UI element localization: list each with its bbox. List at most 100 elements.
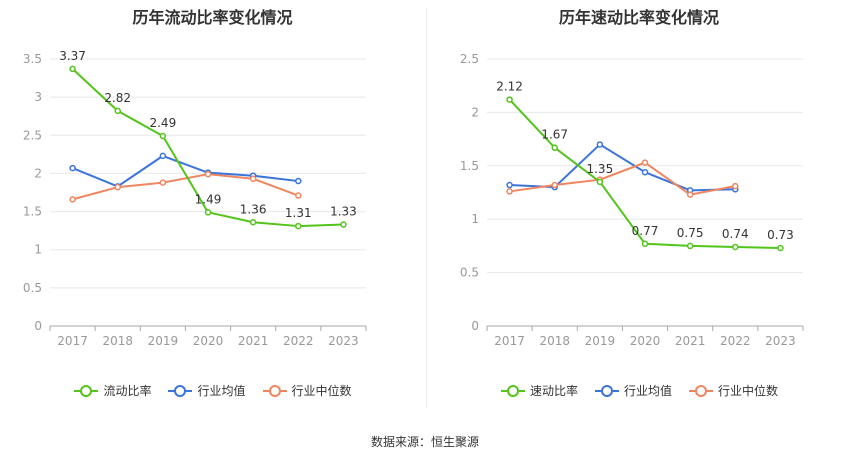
- data-label: 1.49: [195, 192, 222, 206]
- legend-marker-dot: [80, 384, 93, 397]
- quick-ratio-chart: 历年速动比率变化情况 0 0.5 1 1.5 2 2.5 2017 2018 2019 2020 2…: [428, 0, 850, 410]
- x-tick-label: 2021: [675, 334, 706, 348]
- y-tick-label: 1: [471, 212, 479, 226]
- data-point: [295, 192, 302, 199]
- data-point: [69, 196, 76, 203]
- legend-marker-dot: [695, 384, 707, 397]
- data-point: [159, 179, 167, 186]
- x-tick-label: 2023: [328, 334, 359, 348]
- data-label: 3.37: [59, 49, 86, 63]
- legend-item[interactable]: 行业均值: [594, 382, 672, 399]
- data-point: [159, 152, 167, 160]
- data-point: [295, 222, 302, 230]
- x-tick-label: 2023: [765, 334, 796, 348]
- data-point: [686, 242, 694, 250]
- data-point: [641, 240, 649, 248]
- y-tick-label: 3: [34, 90, 42, 104]
- data-point: [732, 243, 739, 251]
- data-label: 0.75: [677, 226, 704, 240]
- panel-divider: [426, 8, 427, 408]
- x-tick-label: 2017: [57, 334, 88, 348]
- series-line: [72, 173, 299, 201]
- x-tick-label: 2018: [102, 334, 133, 348]
- data-point: [596, 178, 604, 186]
- legend-label: 流动比率: [103, 384, 152, 398]
- data-point: [295, 177, 302, 185]
- legend-item[interactable]: 速动比率: [500, 382, 578, 399]
- y-tick-label: 0.5: [23, 281, 42, 295]
- data-label: 2.12: [496, 80, 523, 94]
- data-point: [777, 244, 784, 252]
- data-point: [249, 175, 257, 183]
- legend-label: 行业均值: [197, 384, 246, 398]
- legend-label: 行业均值: [623, 384, 672, 398]
- y-tick-label: 2.5: [460, 52, 479, 66]
- legend-marker-icon: [168, 384, 193, 397]
- data-point: [641, 159, 649, 166]
- y-tick-label: 0: [34, 319, 42, 333]
- legend-label: 行业中位数: [718, 384, 779, 398]
- data-point: [159, 132, 167, 140]
- data-label: 1.36: [240, 202, 267, 216]
- series-line: [509, 143, 736, 192]
- data-label: 2.49: [149, 116, 176, 130]
- data-point: [506, 96, 513, 103]
- data-point: [686, 191, 694, 198]
- data-point: [596, 141, 604, 148]
- x-tick-label: 2019: [148, 334, 179, 348]
- data-label: 1.31: [285, 206, 312, 220]
- series-line: [509, 161, 736, 196]
- current-ratio-chart: 历年流动比率变化情况 0 0.5 1 1.5 2 2.5 3 3.5 2017 2018 2019 2…: [0, 0, 425, 410]
- quick-ratio-plot: 0 0.5 1 1.5 2 2.5 2017 2018 2019 2020 2021 2022 2023…: [460, 52, 804, 348]
- x-tick-label: 2018: [539, 334, 570, 348]
- data-point: [69, 65, 76, 73]
- legend-label: 行业中位数: [291, 384, 352, 398]
- legend-marker-icon: [262, 384, 287, 397]
- data-point: [204, 170, 212, 178]
- x-tick-label: 2020: [193, 334, 224, 348]
- data-label: 1.33: [330, 205, 357, 219]
- data-point: [551, 181, 558, 189]
- data-source-note: 数据来源：恒生聚源: [370, 435, 479, 449]
- data-label: 2.82: [104, 91, 131, 105]
- chart-title: 历年速动比率变化情况: [558, 8, 719, 27]
- x-tick-label: 2020: [630, 334, 661, 348]
- legend-label: 速动比率: [529, 384, 578, 398]
- data-point: [69, 164, 76, 172]
- data-point: [204, 209, 212, 216]
- legend-item[interactable]: 流动比率: [73, 382, 151, 399]
- x-tick-label: 2022: [283, 334, 314, 348]
- chart-legend: 速动比率 行业均值 行业中位数: [428, 382, 850, 399]
- legend-marker-dot: [268, 384, 281, 397]
- legend-marker-dot: [600, 384, 613, 397]
- data-label: 1.67: [541, 128, 568, 142]
- data-label: 0.73: [767, 228, 794, 242]
- legend-marker-icon: [594, 384, 619, 397]
- x-tick-label: 2017: [494, 334, 525, 348]
- legend-item[interactable]: 行业均值: [167, 382, 246, 399]
- data-label: 1.35: [586, 162, 613, 176]
- y-tick-label: 1.5: [460, 159, 479, 173]
- legend-marker-dot: [174, 384, 187, 397]
- y-tick-label: 1.5: [23, 205, 42, 219]
- x-tick-label: 2022: [720, 334, 751, 348]
- legend-item[interactable]: 行业中位数: [688, 382, 778, 399]
- data-point: [506, 181, 513, 189]
- current-ratio-plot: 0 0.5 1 1.5 2 2.5 3 3.5 2017 2018 2019 2020 2021 2022…: [23, 49, 367, 348]
- data-point: [732, 182, 739, 190]
- y-tick-label: 2: [34, 166, 42, 180]
- legend-marker-icon: [74, 384, 99, 397]
- chart-title: 历年流动比率变化情况: [132, 8, 293, 27]
- y-tick-label: 2.5: [23, 128, 42, 142]
- y-tick-label: 1: [34, 243, 42, 257]
- y-tick-label: 0: [471, 319, 479, 333]
- data-point: [641, 168, 649, 176]
- y-tick-label: 2: [471, 105, 479, 119]
- chart-legend: 流动比率 行业均值 行业中位数: [0, 382, 425, 399]
- data-point: [551, 144, 558, 151]
- legend-item[interactable]: 行业中位数: [262, 382, 352, 399]
- series-line: [72, 154, 299, 188]
- data-label: 0.77: [632, 224, 659, 238]
- legend-marker-icon: [500, 384, 525, 397]
- y-tick-label: 0.5: [460, 266, 479, 280]
